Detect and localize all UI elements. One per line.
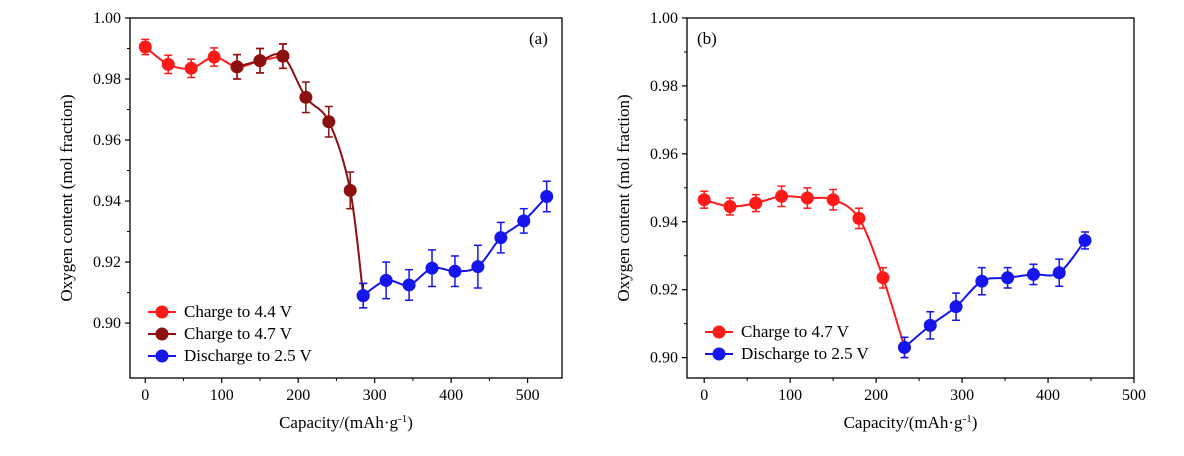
x-tick-label: 0 [700, 387, 708, 404]
x-tick-label: 100 [778, 387, 802, 404]
x-tick-label: 0 [141, 387, 149, 404]
y-tick-label: 0.98 [650, 78, 678, 95]
data-point [356, 289, 370, 303]
x-axis-label: Capacity/(mAh·g-1) [844, 413, 978, 432]
data-point [379, 273, 393, 287]
data-point [425, 261, 439, 275]
data-point [723, 199, 737, 213]
y-tick-label: 0.96 [650, 146, 678, 163]
data-point [253, 54, 267, 68]
data-point [276, 49, 290, 63]
series-discharge-to-2-5-v [897, 231, 1092, 359]
data-point [1078, 233, 1092, 247]
y-tick-label: 0.92 [650, 282, 678, 299]
data-point [471, 260, 485, 274]
data-point [1001, 271, 1015, 285]
data-point [230, 60, 244, 74]
panel-b-plot-frame [686, 17, 1135, 379]
data-point [897, 340, 911, 354]
y-tick-label: 1.00 [93, 10, 121, 27]
data-point [161, 57, 175, 71]
data-point [852, 211, 866, 225]
x-tick-label: 100 [210, 387, 234, 404]
data-point [775, 189, 789, 203]
series-charge-to-4-7-v [230, 43, 370, 309]
y-tick-label: 1.00 [650, 10, 678, 27]
data-point [343, 183, 357, 197]
panel-a-plot-frame [129, 17, 563, 379]
y-axis-label: Oxygen content (mol fraction) [57, 94, 76, 301]
series-discharge-to-2-5-v [356, 180, 554, 309]
data-point [923, 318, 937, 332]
panel-b: 0 100 200 300 400 500 0.90 0.92 0.94 0.96 0.98 1.00… [614, 10, 1146, 432]
data-point [517, 214, 531, 228]
x-tick-label: 200 [864, 387, 888, 404]
panel-a: 0 100 200 300 400 500 0.90 0.92 0.94 0.96 0.98 1.00… [57, 10, 563, 432]
legend-label: Charge to 4.7 V [741, 322, 850, 341]
data-point [949, 300, 963, 314]
data-point [826, 193, 840, 207]
x-axis-label: Capacity/(mAh·g-1) [279, 413, 413, 432]
data-point [800, 191, 814, 205]
data-point [1026, 267, 1040, 281]
y-axis-label: Oxygen content (mol fraction) [614, 94, 633, 301]
series-line [236, 53, 365, 296]
panel-label: (a) [529, 29, 548, 48]
data-point [184, 61, 198, 75]
legend-marker [712, 325, 726, 339]
legend-marker [712, 347, 726, 361]
legend-label: Discharge to 2.5 V [184, 346, 313, 365]
data-point [448, 264, 462, 278]
y-tick-label: 0.94 [93, 193, 121, 210]
data-point [1052, 266, 1066, 280]
data-point [697, 193, 711, 207]
panel-label: (b) [697, 29, 717, 48]
x-tick-label: 300 [363, 387, 387, 404]
x-tick-label: 200 [286, 387, 310, 404]
y-tick-label: 0.96 [93, 132, 121, 149]
y-tick-label: 0.98 [93, 71, 121, 88]
data-point [138, 40, 152, 54]
x-tick-label: 500 [516, 387, 540, 404]
legend-marker [155, 349, 169, 363]
legend-marker [155, 305, 169, 319]
x-tick-label: 300 [950, 387, 974, 404]
data-point [322, 115, 336, 129]
x-tick-label: 500 [1122, 387, 1146, 404]
y-tick-label: 0.92 [93, 254, 121, 271]
data-point [494, 231, 508, 245]
legend-label: Discharge to 2.5 V [741, 344, 870, 363]
data-point [402, 278, 416, 292]
x-tick-label: 400 [1036, 387, 1060, 404]
x-tick-label: 400 [439, 387, 463, 404]
legend-marker [155, 327, 169, 341]
y-tick-label: 0.90 [650, 350, 678, 367]
data-point [540, 189, 554, 203]
legend-label: Charge to 4.7 V [184, 324, 293, 343]
y-tick-label: 0.94 [650, 214, 678, 231]
legend-label: Charge to 4.4 V [184, 302, 293, 321]
data-point [975, 274, 989, 288]
data-point [207, 50, 221, 64]
y-tick-label: 0.90 [93, 315, 121, 332]
series-charge-to-4-4-v [138, 38, 290, 80]
data-point [876, 271, 890, 285]
data-point [749, 196, 763, 210]
data-point [299, 90, 313, 104]
